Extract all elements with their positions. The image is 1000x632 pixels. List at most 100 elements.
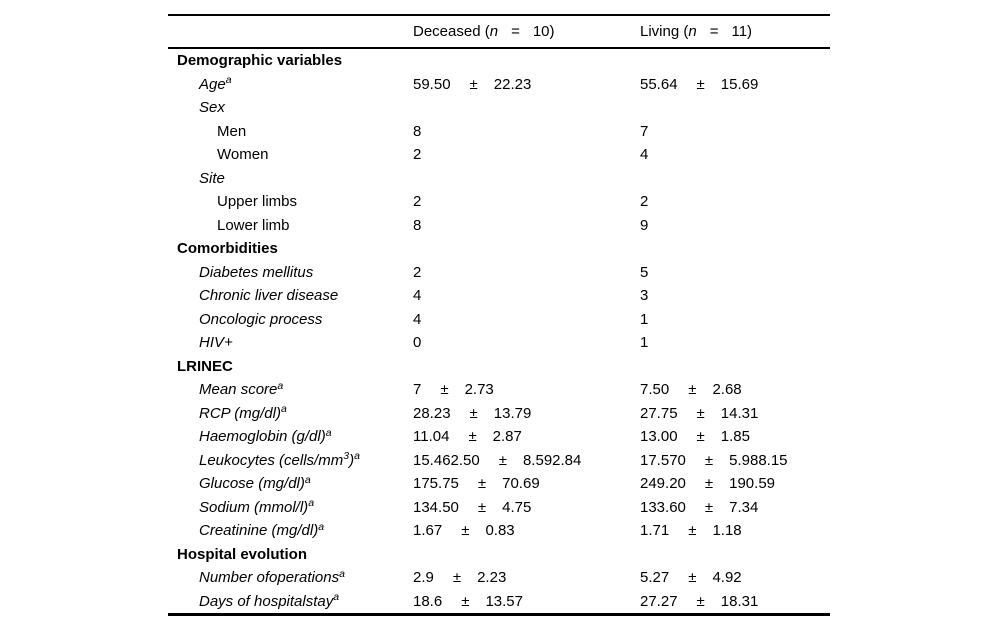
sd-value: 18.31 <box>720 592 759 610</box>
plus-minus-sign: ± <box>688 522 697 539</box>
row-label: Days of hospitalstaya <box>199 590 339 616</box>
row-label: LRINEC <box>177 355 233 379</box>
plus-minus-sign: ± <box>696 404 705 422</box>
value-cell-deceased: 18.6 ±13.57 <box>413 590 523 614</box>
value-cell-living: 7 <box>640 120 648 144</box>
superscript-marker: a <box>280 403 287 415</box>
n-variable: n <box>688 22 697 40</box>
mean-value: 1.67 <box>413 522 443 539</box>
row-label-text: Leukocytes (cells/mm <box>199 451 344 469</box>
sd-value: 190.59 <box>729 475 776 492</box>
sd-value: 5.988.15 <box>729 451 788 469</box>
row-label: Glucose (mg/dl)a <box>199 472 311 498</box>
table-row: RCP (mg/dl)a 28.23 ±13.79 27.75 ±14.31 <box>168 402 830 426</box>
plus-minus-sign: ± <box>704 475 714 492</box>
row-label: Women <box>217 143 268 167</box>
value-cell-living: 1.71 ±1.18 <box>640 519 742 543</box>
superscript-marker: a <box>308 497 315 509</box>
mean-value: 5.27 <box>640 569 670 586</box>
superscript-marker: a <box>333 591 340 603</box>
sd-value: 1.85 <box>720 428 750 445</box>
n-count: 11) <box>731 22 753 40</box>
value-cell-living: 1 <box>640 331 648 355</box>
mean-value: 249.20 <box>640 475 686 492</box>
value-cell-living: 27.27 ±18.31 <box>640 590 758 614</box>
table-row: Days of hospitalstaya 18.6 ±13.57 27.27 ±18.… <box>168 590 830 614</box>
value-cell-living: 1 <box>640 308 648 332</box>
table-header-rule <box>168 46 830 49</box>
mean-value: 2 <box>413 193 422 210</box>
table-row: Agea 59.50 ±22.23 55.64 ±15.69 <box>168 73 830 97</box>
row-label: Lower limb <box>217 214 290 238</box>
plus-minus-sign: ± <box>469 75 478 93</box>
mean-value: 7.50 <box>640 381 670 398</box>
value-cell-deceased: 2.9 ±2.23 <box>413 566 506 590</box>
table-row: Mean scorea 7 ±2.73 7.50 ±2.68 <box>168 378 830 402</box>
value-cell-deceased: 11.04 ±2.87 <box>413 425 522 449</box>
table-row: Haemoglobin (g/dl)a 11.04 ±2.87 13.00 ±1.85 <box>168 425 830 449</box>
mean-value: 5 <box>640 263 649 281</box>
table-row: Sex <box>168 96 830 120</box>
row-label-text: Hospital evolution <box>177 545 308 563</box>
value-cell-deceased: 175.75 ±70.69 <box>413 472 540 496</box>
sd-value: 13.57 <box>485 592 523 610</box>
table-row: Demographic variables <box>168 49 830 73</box>
table-row: Lower limb 8 9 <box>168 214 830 238</box>
row-label: Diabetes mellitus <box>199 261 313 285</box>
value-cell-deceased: 4 <box>413 308 421 332</box>
mean-value: 3 <box>640 287 649 304</box>
sd-value: 2.87 <box>492 428 522 445</box>
value-cell-living: 7.50 ±2.68 <box>640 378 742 402</box>
mean-value: 1.71 <box>640 522 670 539</box>
value-cell-living: 13.00 ±1.85 <box>640 425 750 449</box>
row-label-text: Women <box>217 146 269 163</box>
row-label: HIV+ <box>199 331 233 355</box>
row-label-text: Diabetes mellitus <box>199 263 314 281</box>
plus-minus-sign: ± <box>461 592 470 610</box>
mean-value: 11.04 <box>413 428 450 445</box>
plus-minus-sign: ± <box>461 522 470 539</box>
mean-value: 9 <box>640 216 649 234</box>
sd-value: 0.83 <box>485 522 515 539</box>
superscript-marker: 3 <box>343 450 350 462</box>
table-row: Site <box>168 167 830 191</box>
sd-value: 8.592.84 <box>522 451 582 469</box>
table-row: Creatinine (mg/dl)a 1.67 ±0.83 1.71 ±1.18 <box>168 519 830 543</box>
table-row: Women 2 4 <box>168 143 830 167</box>
table-row: Upper limbs 2 2 <box>168 190 830 214</box>
row-label: Leukocytes (cells/mm3)a <box>199 449 360 475</box>
mean-value: 4 <box>413 310 422 328</box>
sd-value: 2.73 <box>464 381 494 398</box>
equals-sign: = <box>709 22 719 40</box>
table-top-rule <box>168 14 830 16</box>
mean-value: 0 <box>413 334 422 351</box>
n-variable: n <box>489 22 499 40</box>
row-label: Site <box>199 167 225 191</box>
mean-value: 4 <box>640 146 649 163</box>
plus-minus-sign: ± <box>696 428 705 445</box>
row-label: Sex <box>199 96 225 120</box>
row-label: Demographic variables <box>177 49 342 73</box>
mean-value: 13.00 <box>640 428 678 445</box>
row-label: Haemoglobin (g/dl)a <box>199 425 332 451</box>
plus-minus-sign: ± <box>440 381 449 398</box>
row-label-text: Chronic liver disease <box>199 287 339 304</box>
sd-value: 70.69 <box>502 475 540 492</box>
superscript-marker: a <box>318 520 325 533</box>
column-header-text: Deceased ( <box>413 22 490 40</box>
row-label-text: Days of hospitalstay <box>199 592 334 610</box>
table-row: Diabetes mellitus 2 5 <box>168 261 830 285</box>
mean-value: 175.75 <box>413 475 459 492</box>
mean-value: 18.6 <box>413 592 443 610</box>
sd-value: 4.92 <box>712 569 742 586</box>
mean-value: 2.9 <box>413 569 434 586</box>
sd-value: 22.23 <box>493 75 532 93</box>
value-cell-living: 249.20 ±190.59 <box>640 472 775 496</box>
table-row: Men 8 7 <box>168 120 830 144</box>
equals-sign: = <box>511 22 520 40</box>
mean-value: 2 <box>413 263 422 281</box>
table-row: Number ofoperationsa 2.9 ±2.23 5.27 ±4.92 <box>168 566 830 590</box>
plus-minus-sign: ± <box>688 569 697 586</box>
table-row: LRINEC <box>168 355 830 379</box>
mean-value: 59.50 <box>413 75 451 93</box>
